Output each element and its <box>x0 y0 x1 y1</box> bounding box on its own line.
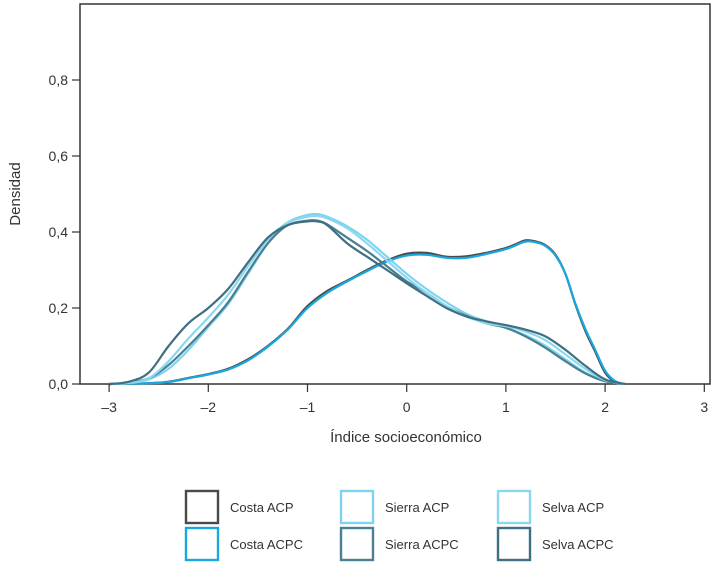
y-tick-label: 0,2 <box>49 300 69 316</box>
series-line-sierra-acpc <box>109 218 626 386</box>
x-tick-label: 3 <box>700 399 708 415</box>
plot-frame <box>79 3 711 385</box>
legend-label: Selva ACP <box>542 500 604 515</box>
legend-item-selva-acp: Selva ACP <box>496 489 604 525</box>
series-line-sierra-acp <box>109 212 626 386</box>
legend-label: Selva ACPC <box>542 537 614 552</box>
legend-swatch <box>496 526 532 562</box>
legend-swatch <box>496 489 532 525</box>
y-tick-label: 0,0 <box>49 376 69 392</box>
legend-label: Sierra ACPC <box>385 537 459 552</box>
x-tick-label: –3 <box>101 399 117 415</box>
legend-label: Costa ACP <box>230 500 294 515</box>
legend-item-sierra-acpc: Sierra ACPC <box>339 526 459 562</box>
y-tick-label: 0,6 <box>49 148 69 164</box>
series-line-selva-acpc <box>108 219 626 386</box>
y-axis: 0,0 0,2 0,4 0,6 0,8 <box>49 72 80 392</box>
legend-swatch <box>339 489 375 525</box>
x-tick-label: 1 <box>502 399 510 415</box>
legend-item-sierra-acp: Sierra ACP <box>339 489 449 525</box>
series-line-costa-acp <box>109 239 626 386</box>
y-axis-label: Densidad <box>7 162 24 225</box>
x-tick-label: –1 <box>300 399 316 415</box>
y-tick-label: 0,4 <box>49 224 69 240</box>
x-axis: –3 –2 –1 0 1 2 3 <box>101 384 708 415</box>
density-curves <box>108 212 626 386</box>
legend-swatch <box>339 526 375 562</box>
legend-label: Costa ACPC <box>230 537 303 552</box>
x-tick-label: 0 <box>403 399 411 415</box>
series-line-selva-acp <box>109 214 626 386</box>
x-tick-label: –2 <box>201 399 217 415</box>
legend-item-costa-acpc: Costa ACPC <box>184 526 303 562</box>
series-line-costa-acpc <box>109 240 626 386</box>
x-tick-label: 2 <box>601 399 609 415</box>
y-tick-label: 0,8 <box>49 72 69 88</box>
legend-label: Sierra ACP <box>385 500 449 515</box>
legend-item-selva-acpc: Selva ACPC <box>496 526 614 562</box>
legend-swatch <box>184 489 220 525</box>
x-axis-label: Índice socioeconómico <box>330 429 482 446</box>
legend-swatch <box>184 526 220 562</box>
legend: Costa ACP Sierra ACP Selva ACP Costa ACPC Si… <box>184 489 614 562</box>
legend-item-costa-acp: Costa ACP <box>184 489 294 525</box>
